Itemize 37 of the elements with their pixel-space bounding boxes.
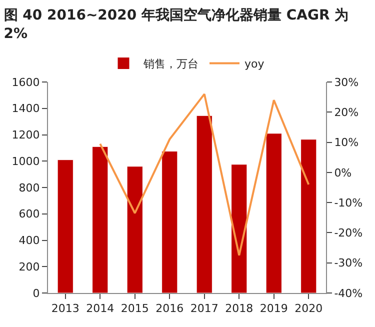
x-tick-label: 2014 xyxy=(86,302,114,316)
bar xyxy=(57,160,74,293)
y-tick-label: 800 xyxy=(18,181,40,194)
bar xyxy=(196,115,212,293)
y2-tick-label: 20% xyxy=(334,106,359,119)
y-tick-label: 0 xyxy=(32,286,40,300)
y2-tick-label: -10% xyxy=(334,196,363,210)
y2-tick-label: 10% xyxy=(334,136,359,150)
x-tick-label: 2019 xyxy=(260,302,288,316)
y-tick-label: 1200 xyxy=(12,128,40,142)
chart-title: 图 40 2016~2020 年我国空气净化器销量 CAGR 为 2% xyxy=(4,6,349,42)
line-series xyxy=(99,93,310,256)
y-tick-label: 1600 xyxy=(12,76,40,89)
bar xyxy=(300,139,317,293)
y-tick-label: 1000 xyxy=(12,154,40,168)
legend-label: yoy xyxy=(244,58,265,71)
bar xyxy=(162,150,178,293)
y2-tick-label: -30% xyxy=(334,256,363,270)
legend-label: 销售，万台 xyxy=(142,58,198,71)
x-tick-label: 2020 xyxy=(294,302,323,316)
y2-tick-label: 0% xyxy=(334,166,352,180)
x-tick-label: 2017 xyxy=(190,302,218,316)
y-tick-label: 200 xyxy=(18,260,40,274)
y2-tick-label: 30% xyxy=(334,76,359,89)
x-tick-label: 2016 xyxy=(156,302,184,316)
y2-tick-label: -40% xyxy=(334,286,363,300)
x-tick-label: 2013 xyxy=(51,302,80,316)
bar xyxy=(126,166,143,293)
x-tick-label: 2015 xyxy=(120,302,149,316)
y-tick-label: 600 xyxy=(18,208,40,221)
y2-tick-label: -20% xyxy=(334,226,363,240)
y-tick-label: 1400 xyxy=(12,102,40,116)
bar xyxy=(266,133,282,293)
bar xyxy=(92,146,108,293)
x-tick-label: 2018 xyxy=(225,302,254,316)
bar xyxy=(231,164,248,293)
y-tick-label: 400 xyxy=(18,234,40,248)
